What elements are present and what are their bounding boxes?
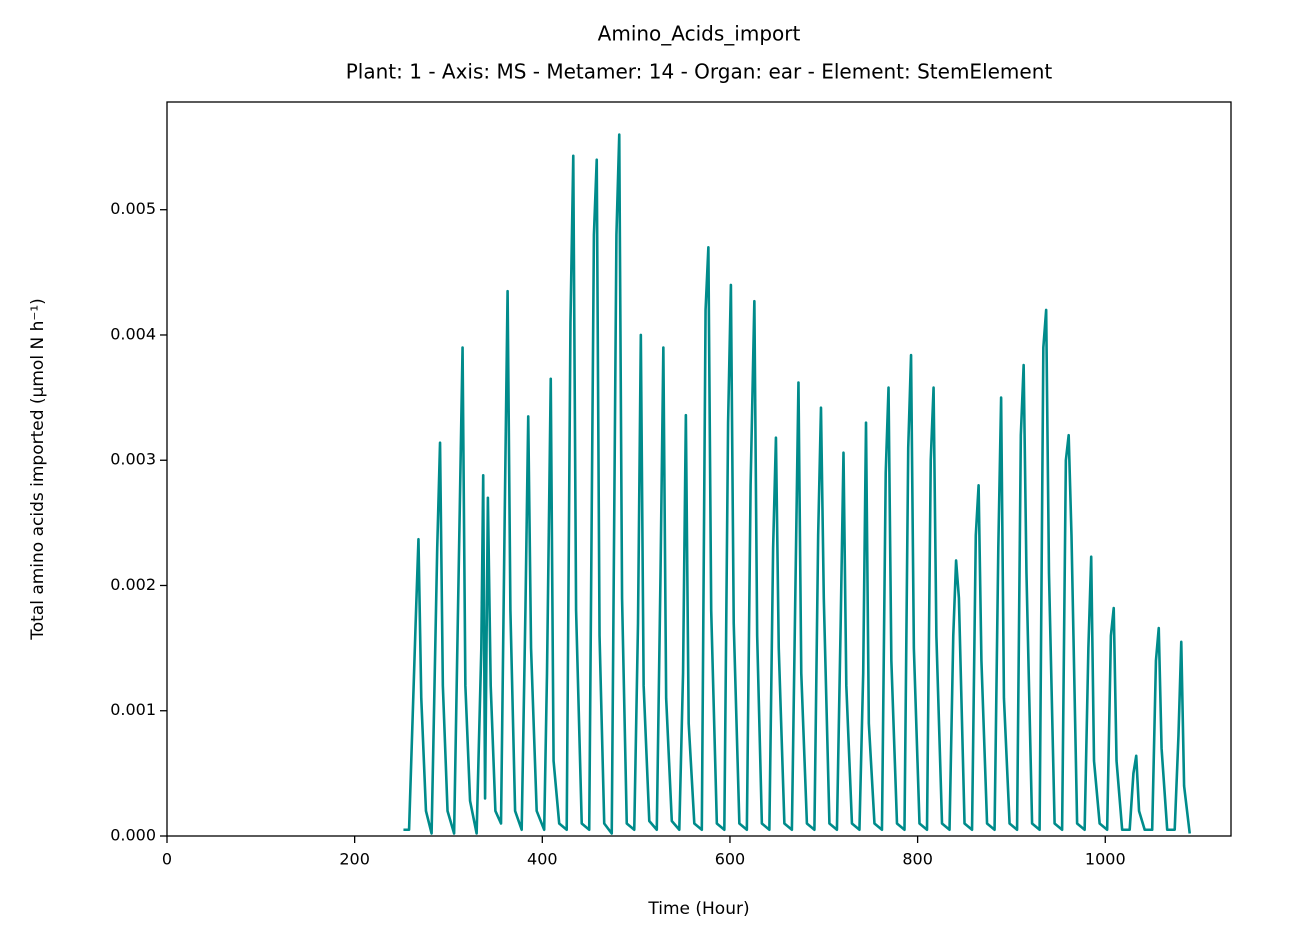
y-tick-label: 0.001	[110, 700, 156, 719]
y-tick-label: 0.000	[110, 826, 156, 845]
x-tick-label: 800	[902, 850, 933, 869]
x-axis-label: Time (Hour)	[647, 899, 749, 919]
y-tick-label: 0.002	[110, 575, 156, 594]
plot-frame	[166, 101, 1232, 837]
y-tick-label: 0.003	[110, 450, 156, 469]
x-tick-label: 200	[339, 850, 370, 869]
x-tick-label: 1000	[1085, 850, 1126, 869]
y-tick-label: 0.005	[110, 199, 156, 218]
x-tick-label: 0	[162, 850, 172, 869]
y-axis-label: Total amino acids imported (µmol N h⁻¹)	[28, 298, 48, 641]
chart-title: Amino_Acids_import	[598, 22, 801, 46]
y-tick-label: 0.004	[110, 324, 156, 343]
x-tick-label: 400	[527, 850, 558, 869]
chart-subtitle: Plant: 1 - Axis: MS - Metamer: 14 - Orga…	[346, 60, 1053, 84]
x-tick-label: 600	[715, 850, 746, 869]
data-line	[403, 133, 1192, 835]
